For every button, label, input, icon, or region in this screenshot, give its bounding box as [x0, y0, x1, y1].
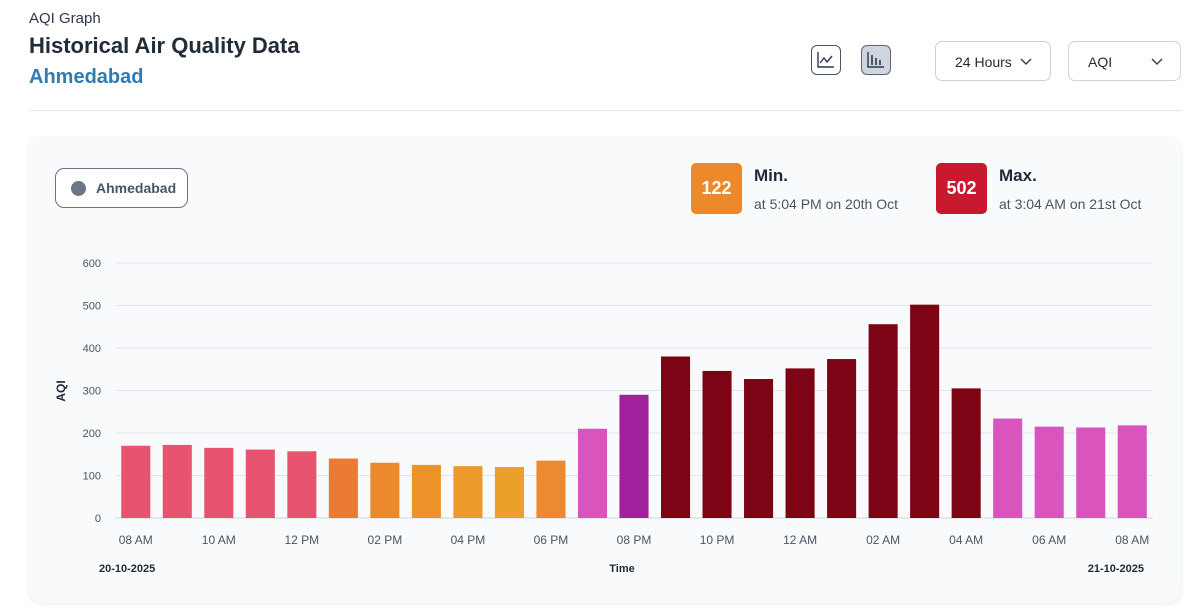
y-tick-label: 600 — [83, 258, 101, 270]
chart-card: Ahmedabad 122 Min. at 5:04 PM on 20th Oc… — [29, 137, 1181, 603]
chevron-down-icon — [1151, 58, 1163, 66]
bar-chart-icon — [867, 52, 884, 68]
x-tick-label: 10 PM — [700, 533, 735, 547]
bar[interactable] — [827, 359, 857, 518]
x-axis-label: Time — [609, 563, 634, 575]
y-tick-label: 200 — [83, 428, 101, 440]
bar[interactable] — [744, 379, 774, 518]
min-label: Min. — [754, 166, 788, 185]
x-tick-label: 02 AM — [866, 533, 900, 547]
page-title: Historical Air Quality Data — [29, 33, 300, 58]
y-tick-label: 100 — [83, 471, 101, 483]
bar[interactable] — [951, 388, 981, 518]
x-tick-label: 04 PM — [451, 533, 486, 547]
bar[interactable] — [1034, 426, 1064, 518]
max-detail: at 3:04 AM on 21st Oct — [999, 196, 1142, 212]
bar[interactable] — [868, 324, 898, 518]
x-tick-label: 04 AM — [949, 533, 983, 547]
line-chart-button[interactable] — [811, 45, 841, 75]
x-tick-label: 12 AM — [783, 533, 817, 547]
section-eyebrow: AQI Graph — [29, 10, 101, 27]
bar[interactable] — [204, 447, 234, 518]
bar[interactable] — [619, 394, 649, 518]
end-date-label: 21-10-2025 — [1088, 563, 1144, 575]
x-tick-label: 02 PM — [368, 533, 403, 547]
x-tick-label: 12 PM — [284, 533, 319, 547]
bar[interactable] — [121, 445, 151, 518]
bar[interactable] — [702, 370, 732, 518]
aqi-bar-chart: 0 100 200 300 400 500 600 08 AM 10 AM 12 PM 02 PM 0… — [54, 258, 1153, 575]
bar[interactable] — [287, 451, 317, 518]
bar[interactable] — [577, 428, 608, 518]
bar[interactable] — [370, 462, 400, 518]
bar[interactable] — [660, 356, 691, 519]
x-tick-label: 06 PM — [534, 533, 569, 547]
header-divider — [29, 110, 1181, 111]
bar[interactable] — [1117, 425, 1147, 518]
min-aqi-badge: 122 — [691, 163, 742, 214]
legend-item-ahmedabad[interactable]: Ahmedabad — [55, 168, 188, 208]
bar[interactable] — [162, 444, 192, 518]
x-tick-label: 08 AM — [119, 533, 153, 547]
y-tick-label: 0 — [95, 513, 101, 525]
start-date-label: 20-10-2025 — [99, 563, 155, 575]
y-tick-label: 500 — [83, 301, 101, 313]
bar[interactable] — [993, 418, 1023, 518]
bar[interactable] — [453, 466, 483, 518]
x-tick-label: 08 AM — [1115, 533, 1149, 547]
y-axis-label: AQI — [54, 380, 68, 401]
bar[interactable] — [494, 467, 524, 518]
bar[interactable] — [785, 368, 815, 518]
time-range-dropdown[interactable]: 24 Hours — [935, 41, 1051, 81]
x-tick-label: 06 AM — [1032, 533, 1066, 547]
y-tick-label: 400 — [83, 343, 101, 355]
chevron-down-icon — [1020, 58, 1032, 66]
bar[interactable] — [328, 458, 358, 519]
metric-value: AQI — [1088, 54, 1113, 70]
page-header: AQI Graph Historical Air Quality Data Ah… — [0, 0, 1200, 112]
bar[interactable] — [411, 464, 441, 518]
bar[interactable] — [245, 449, 275, 518]
metric-dropdown[interactable]: AQI — [1068, 41, 1181, 81]
legend-label: Ahmedabad — [96, 180, 177, 196]
max-aqi-badge: 502 — [936, 163, 987, 214]
x-tick-label: 10 AM — [202, 533, 236, 547]
y-tick-label: 300 — [83, 386, 101, 398]
max-label: Max. — [999, 166, 1037, 185]
city-name: Ahmedabad — [29, 66, 144, 88]
x-tick-label: 08 PM — [617, 533, 652, 547]
bar-chart-button[interactable] — [861, 45, 891, 75]
bar[interactable] — [536, 460, 566, 518]
line-chart-icon — [817, 52, 834, 68]
legend-dot — [71, 180, 86, 196]
min-detail: at 5:04 PM on 20th Oct — [754, 196, 898, 212]
bar[interactable] — [1076, 427, 1106, 518]
time-range-value: 24 Hours — [955, 54, 1012, 70]
bar[interactable] — [910, 304, 940, 518]
